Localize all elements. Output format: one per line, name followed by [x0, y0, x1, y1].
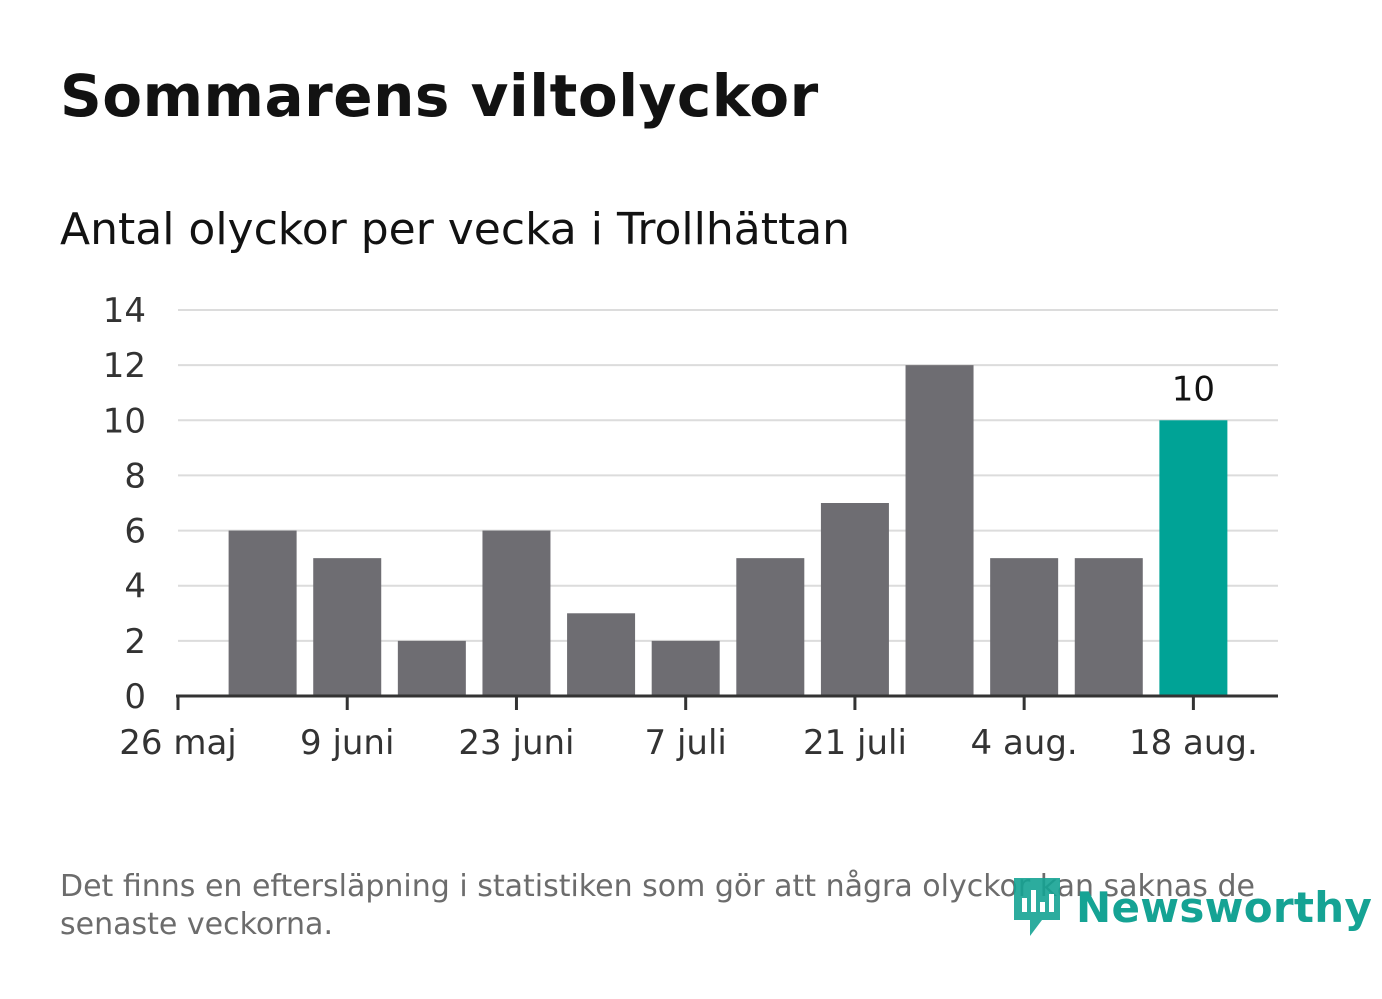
- chart-subtitle: Antal olyckor per vecka i Trollhättan: [60, 204, 851, 255]
- bar: [228, 530, 297, 696]
- y-tick-label: 6: [124, 512, 146, 552]
- bar-highlight: [1159, 420, 1228, 696]
- newsworthy-icon: [1014, 878, 1060, 936]
- data-label: 10: [1172, 369, 1215, 409]
- bar: [905, 365, 974, 696]
- y-tick-label: 4: [124, 567, 146, 607]
- x-tick-label: 18 aug.: [1129, 723, 1258, 763]
- bar: [567, 613, 636, 696]
- newsworthy-logo: Newsworthy: [1010, 872, 1372, 942]
- bar-chart: 0 2 4 6 8 10 12 14 10 26 maj 9 juni 23 juni 7 juli…: [103, 291, 1278, 763]
- x-axis-ticks: 26 maj 9 juni 23 juni 7 juli 21 juli 4 aug. 18…: [119, 696, 1258, 763]
- x-tick-label: 4 aug.: [971, 723, 1078, 763]
- data-labels: 10: [1172, 369, 1215, 409]
- x-tick-label: 21 juli: [803, 723, 907, 763]
- y-tick-label: 14: [103, 291, 146, 331]
- bar: [397, 640, 466, 696]
- bar: [990, 558, 1059, 696]
- chart-title: Sommarens viltolyckor: [60, 62, 819, 130]
- bars: [228, 365, 1228, 696]
- bar: [482, 530, 551, 696]
- y-tick-label: 8: [124, 456, 146, 496]
- x-tick-label: 7 juli: [645, 723, 727, 763]
- y-tick-label: 0: [124, 677, 146, 717]
- bar: [820, 503, 889, 696]
- bar: [651, 640, 720, 696]
- y-axis-ticks: 0 2 4 6 8 10 12 14: [103, 291, 146, 717]
- bar: [313, 558, 382, 696]
- y-tick-label: 2: [124, 622, 146, 662]
- x-tick-label: 23 juni: [458, 723, 574, 763]
- y-tick-label: 12: [103, 346, 146, 386]
- y-tick-label: 10: [103, 401, 146, 441]
- x-tick-label: 26 maj: [119, 723, 236, 763]
- x-tick-label: 9 juni: [300, 723, 394, 763]
- bar: [1074, 558, 1143, 696]
- bar: [736, 558, 805, 696]
- brand-name: Newsworthy: [1076, 882, 1373, 932]
